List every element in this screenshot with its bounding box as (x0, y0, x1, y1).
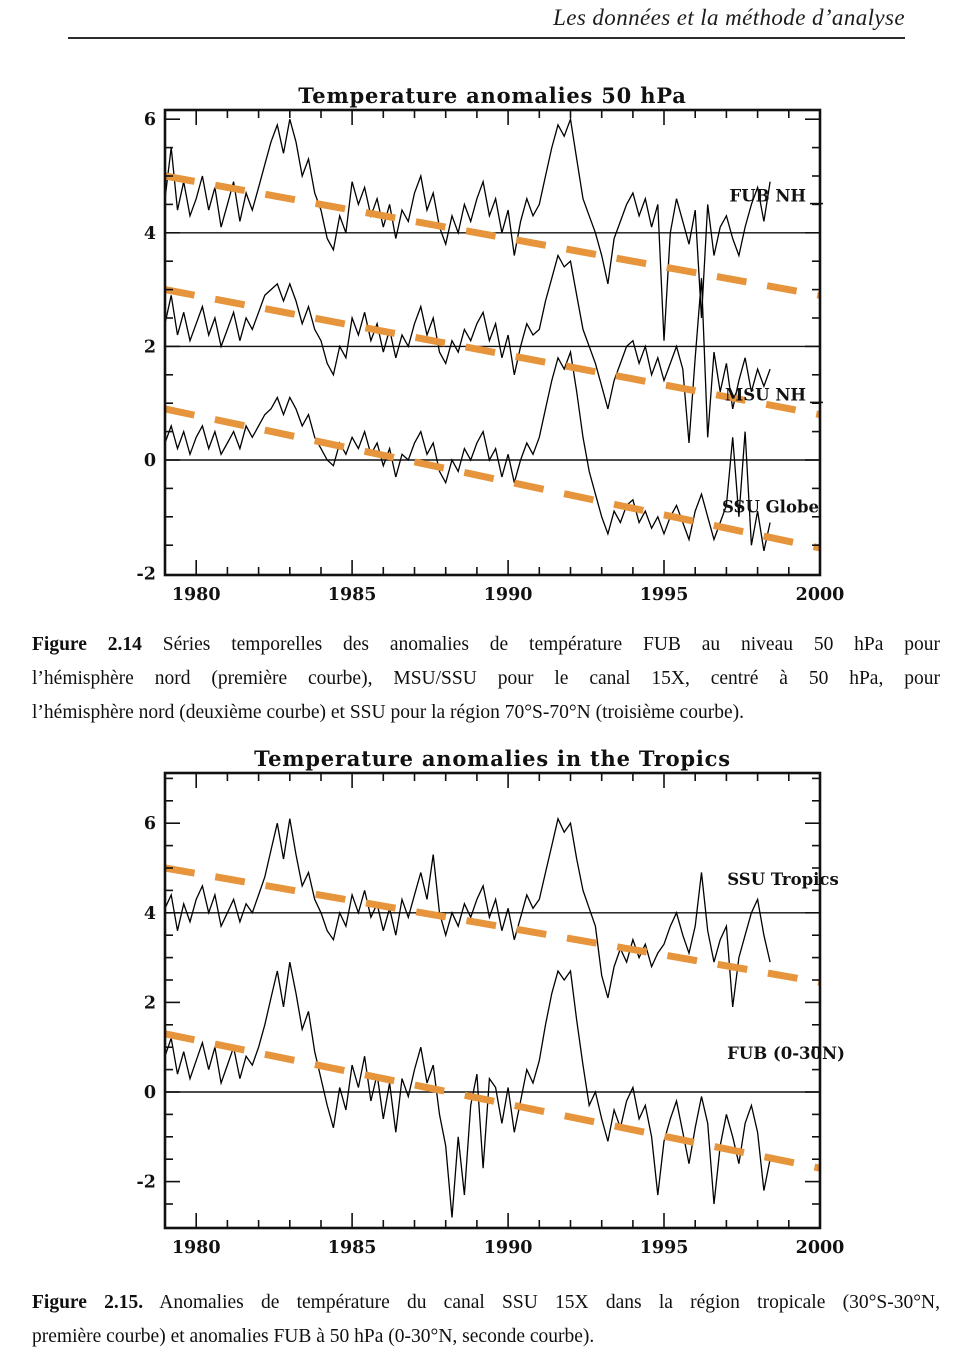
series-curve-1 (164, 253, 771, 444)
series-label: SSU Tropics (727, 870, 839, 889)
series-label: MSU NH (725, 385, 806, 404)
x-tick-label: 2000 (796, 585, 845, 605)
x-tick-label: 1990 (484, 1238, 533, 1258)
trend-line-0 (164, 172, 821, 299)
caption-text: Séries temporelles des anomalies de temp… (162, 634, 941, 655)
trend-line-1 (164, 286, 821, 419)
trend-line-2 (164, 405, 821, 552)
x-tick-label: 1980 (172, 585, 221, 605)
caption-text: Anomalies de température du canal SSU 15… (159, 1292, 940, 1313)
y-tick-label: -2 (137, 565, 156, 585)
y-tick-label: 2 (144, 337, 156, 357)
x-tick-label: 1985 (328, 1238, 377, 1258)
trend-line-1 (164, 1030, 821, 1172)
caption-figure-2-15: Figure 2.15. Anomalies de température du… (32, 1286, 940, 1354)
figure-label: Figure 2.14 (32, 634, 142, 655)
x-tick-label: 1980 (172, 1238, 221, 1258)
y-tick-label: 0 (144, 1083, 156, 1103)
y-tick-label: -2 (137, 1173, 156, 1193)
y-tick-label: 6 (144, 110, 156, 130)
y-tick-label: 4 (144, 224, 156, 244)
chart-title: Temperature anomalies in the Tropics (254, 746, 731, 771)
series-curve-0 (164, 816, 771, 1007)
series-label: SSU Globe (722, 497, 819, 516)
figure-label: Figure 2.15. (32, 1292, 144, 1313)
y-tick-label: 2 (144, 993, 156, 1013)
x-tick-label: 1985 (328, 585, 377, 605)
x-tick-label: 1990 (484, 585, 533, 605)
series-curve-2 (164, 349, 771, 552)
trend-line-0 (164, 864, 821, 986)
caption-line: Figure 2.15. Anomalies de température du… (32, 1286, 940, 1320)
series-curve-0 (164, 116, 771, 341)
x-tick-label: 2000 (796, 1238, 845, 1258)
y-tick-label: 6 (144, 814, 156, 834)
plot-border (163, 771, 822, 1230)
y-tick-label: 4 (144, 904, 156, 924)
x-tick-label: 1995 (640, 585, 689, 605)
y-tick-label: 0 (144, 451, 156, 471)
caption-line: l’hémisphère nord (première courbe), MSU… (32, 668, 940, 689)
caption-figure-2-14: Figure 2.14 Séries temporelles des anoma… (32, 628, 940, 730)
chart-title: Temperature anomalies 50 hPa (298, 83, 686, 108)
header-rule (68, 37, 905, 39)
x-tick-label: 1995 (640, 1238, 689, 1258)
series-label: FUB NH (730, 187, 806, 206)
page-header-title: Les données et la méthode d’analyse (553, 5, 905, 30)
caption-line: première courbe) et anomalies FUB à 50 h… (32, 1326, 595, 1347)
caption-line: Figure 2.14 Séries temporelles des anoma… (32, 628, 940, 662)
series-label: FUB (0-30N) (727, 1044, 845, 1063)
plot-border (163, 108, 822, 577)
series-curve-1 (164, 961, 771, 1218)
caption-line: l’hémisphère nord (deuxième courbe) et S… (32, 702, 744, 723)
